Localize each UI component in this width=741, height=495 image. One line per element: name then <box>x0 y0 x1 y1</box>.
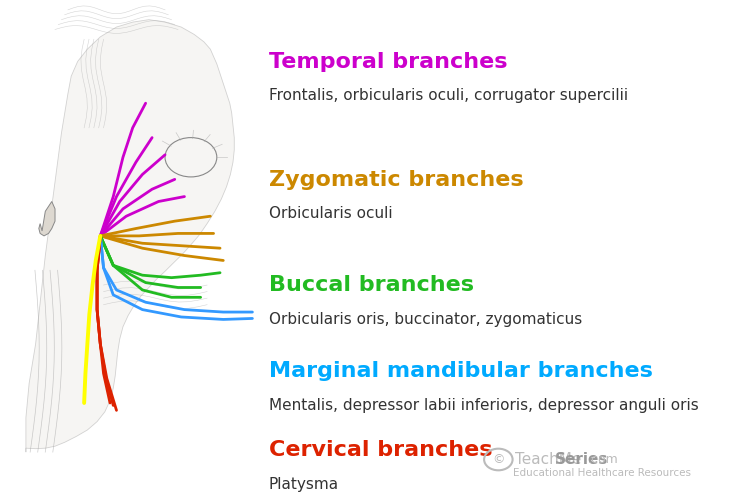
Text: ©: © <box>492 453 505 466</box>
Text: Marginal mandibular branches: Marginal mandibular branches <box>268 361 653 381</box>
Text: Series: Series <box>555 452 608 467</box>
Text: TeachMe: TeachMe <box>514 452 581 467</box>
Text: Educational Healthcare Resources: Educational Healthcare Resources <box>514 468 691 478</box>
Text: Mentalis, depressor labii inferioris, depressor anguli oris: Mentalis, depressor labii inferioris, de… <box>268 398 698 413</box>
Text: Platysma: Platysma <box>268 477 339 492</box>
Text: Temporal branches: Temporal branches <box>268 51 507 72</box>
Text: Buccal branches: Buccal branches <box>268 275 473 295</box>
Text: Frontalis, orbicularis oculi, corrugator supercilii: Frontalis, orbicularis oculi, corrugator… <box>268 89 628 103</box>
Polygon shape <box>26 20 234 452</box>
Text: .com: .com <box>588 453 619 466</box>
Text: Zygomatic branches: Zygomatic branches <box>268 170 523 190</box>
Text: Orbicularis oculi: Orbicularis oculi <box>268 206 392 221</box>
Text: Cervical branches: Cervical branches <box>268 440 492 460</box>
Polygon shape <box>39 201 55 236</box>
Text: Orbicularis oris, buccinator, zygomaticus: Orbicularis oris, buccinator, zygomaticu… <box>268 312 582 327</box>
